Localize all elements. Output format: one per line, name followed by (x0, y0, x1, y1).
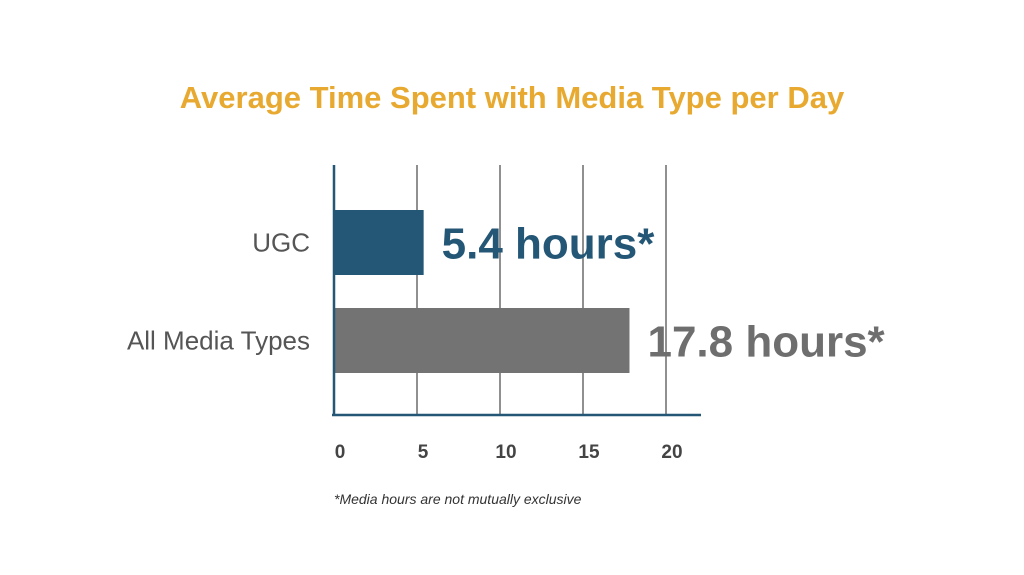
footnote: *Media hours are not mutually exclusive (334, 491, 582, 507)
x-tick-label: 0 (335, 442, 346, 463)
x-tick-label: 15 (578, 442, 600, 463)
bar (334, 308, 630, 373)
chart-title: Average Time Spent with Media Type per D… (179, 80, 845, 115)
category-label: All Media Types (127, 326, 310, 356)
category-label: UGC (252, 228, 310, 258)
bar (334, 210, 424, 275)
x-tick-label: 20 (661, 442, 682, 463)
x-tick-label: 10 (495, 442, 516, 463)
x-tick-label: 5 (418, 442, 429, 463)
data-label: 17.8 hours* (647, 318, 885, 367)
data-label: 5.4 hours* (442, 220, 656, 269)
